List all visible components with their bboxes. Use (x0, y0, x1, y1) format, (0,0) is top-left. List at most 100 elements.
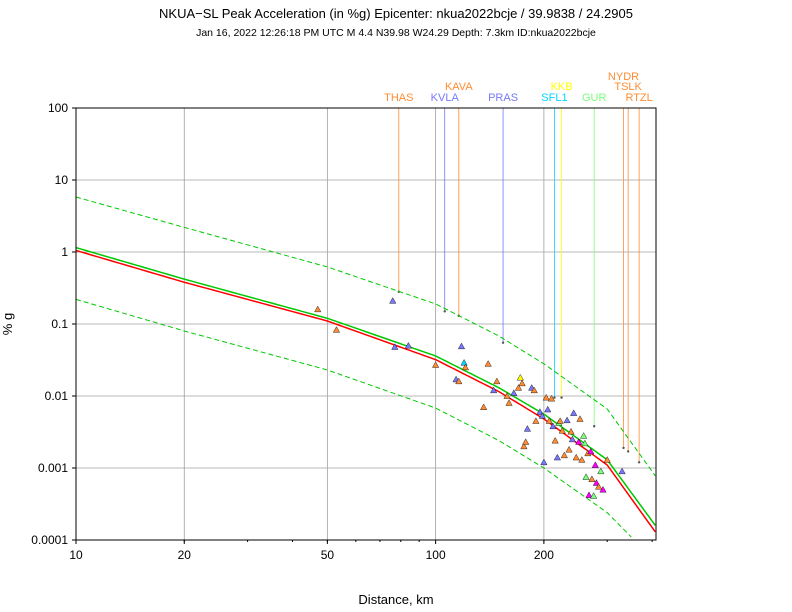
station-label: RTZL (625, 92, 652, 104)
y-tick-label: 1 (61, 245, 68, 259)
uncertainty-curve (75, 298, 632, 538)
data-point (460, 359, 468, 366)
x-tick-label: 100 (426, 548, 446, 562)
data-point (457, 342, 466, 350)
data-point (558, 427, 566, 434)
data-point (597, 467, 605, 475)
data-point (536, 408, 544, 415)
uncertainty-curve (75, 196, 656, 477)
data-point (549, 422, 557, 430)
station-marker (443, 310, 446, 313)
data-point (567, 428, 575, 435)
station-label: THAS (384, 92, 413, 104)
data-point (545, 417, 553, 424)
data-point (588, 475, 596, 482)
y-tick-label: 100 (48, 101, 68, 115)
data-point (590, 492, 598, 499)
y-tick-label: 0.01 (45, 389, 69, 403)
station-marker (622, 446, 625, 450)
data-point (572, 453, 580, 461)
grid (75, 107, 656, 541)
data-point (551, 437, 559, 444)
data-point (547, 394, 556, 402)
data-point (568, 435, 576, 443)
data-point (595, 483, 603, 490)
data-point (544, 405, 552, 413)
data-point (461, 363, 469, 371)
data-point (493, 377, 501, 385)
gmpe-curves (75, 196, 656, 538)
data-point (530, 386, 538, 394)
data-point (480, 403, 488, 410)
data-point (510, 389, 518, 396)
station-label: TSLK (614, 81, 642, 93)
data-point (581, 439, 589, 447)
data-point (522, 438, 530, 445)
x-tick-label: 10 (69, 548, 83, 562)
y-axis-label: % g (0, 313, 15, 335)
data-point (540, 458, 548, 466)
data-point (432, 361, 440, 368)
data-point (587, 447, 595, 455)
data-point (578, 456, 586, 463)
data-point (505, 399, 513, 406)
y-tick-label: 10 (55, 173, 69, 187)
data-point (391, 343, 399, 350)
x-tick-label: 20 (178, 548, 192, 562)
data-point (516, 374, 524, 381)
data-point (599, 486, 607, 493)
data-point (592, 479, 600, 486)
x-tick-label: 50 (321, 548, 335, 562)
station-marker (501, 341, 505, 344)
data-point (314, 305, 322, 313)
data-point (389, 297, 397, 304)
data-point (503, 392, 511, 399)
y-tick-label: 0.0001 (31, 533, 68, 547)
data-point (556, 417, 564, 424)
data-point (514, 384, 523, 391)
x-tick-label: 200 (534, 548, 554, 562)
station-marker (637, 461, 641, 464)
data-point (404, 342, 412, 349)
station-marker (626, 450, 630, 453)
median-curve (75, 246, 656, 526)
station-label: KKB (551, 81, 573, 93)
station-label: KAVA (445, 81, 473, 93)
station-label: NYDR (608, 71, 639, 83)
station-label: KVLA (431, 92, 460, 104)
x-axis-label: Distance, km (358, 592, 433, 607)
data-point (538, 412, 546, 419)
data-point (603, 456, 611, 463)
data-points (314, 297, 626, 499)
data-point (484, 360, 492, 367)
y-tick-label: 0.1 (51, 317, 68, 331)
chart-title: NKUA−SL Peak Acceleration (in %g) Epicen… (159, 6, 633, 21)
median-curve (75, 249, 656, 533)
data-point (490, 386, 498, 394)
y-tick-label: 0.001 (38, 461, 68, 475)
station-label: SFL1 (541, 92, 567, 104)
data-point (332, 326, 341, 333)
data-point (565, 446, 573, 453)
data-point (618, 467, 626, 475)
data-point (580, 432, 588, 439)
chart-subtitle: Jan 16, 2022 12:26:18 PM UTC M 4.4 N39.9… (196, 27, 596, 39)
data-point (563, 416, 571, 424)
data-point (532, 417, 540, 424)
data-point (542, 393, 550, 401)
data-point (576, 415, 584, 422)
axis-ticks: 10 20 50 100 200 100 10 1 0.1 0.01 0.001 0.0001 (31, 101, 653, 562)
station-label: PRAS (488, 92, 518, 104)
data-point (455, 377, 463, 385)
data-point (553, 453, 561, 461)
station-marker (553, 396, 556, 399)
data-point (575, 438, 583, 445)
data-point (523, 425, 531, 432)
station-label: GUR (582, 92, 607, 104)
data-point (582, 473, 590, 480)
station-marker (560, 396, 563, 399)
data-point (518, 379, 526, 387)
data-point (560, 451, 568, 459)
